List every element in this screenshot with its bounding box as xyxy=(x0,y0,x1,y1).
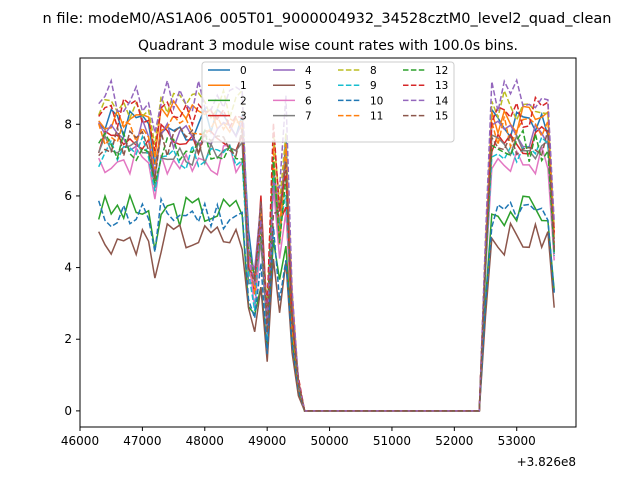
legend-label: 3 xyxy=(240,111,247,123)
legend-label: 15 xyxy=(435,111,448,123)
plot-frame xyxy=(79,57,577,428)
y-tick-label: 4 xyxy=(64,261,72,275)
legend-label: 6 xyxy=(305,95,312,107)
x-tick-label: 46000 xyxy=(61,434,99,448)
legend-label: 7 xyxy=(305,111,312,123)
legend-label: 14 xyxy=(435,95,449,107)
legend-label: 1 xyxy=(240,80,247,92)
y-tick-label: 2 xyxy=(64,332,72,346)
legend-box xyxy=(201,61,455,143)
legend-label: 0 xyxy=(240,65,247,77)
series-layer xyxy=(97,78,555,412)
series-line-15 xyxy=(98,125,555,412)
legend-label: 10 xyxy=(370,95,383,107)
chart-title: Quadrant 3 module wise count rates with … xyxy=(138,38,518,54)
legend-label: 4 xyxy=(305,65,312,77)
x-tick-label: 52000 xyxy=(435,434,473,448)
legend-label: 9 xyxy=(370,80,377,92)
y-tick-label: 8 xyxy=(64,117,72,131)
series-line-6 xyxy=(98,144,555,412)
chart-suptitle: n file: modeM0/AS1A06_005T01_9000004932_… xyxy=(43,11,612,27)
legend-label: 5 xyxy=(305,80,312,92)
y-axis: 0 2 4 6 8 xyxy=(64,117,80,418)
x-tick-label: 51000 xyxy=(373,434,411,448)
legend-label: 8 xyxy=(370,65,377,77)
series-line-13 xyxy=(98,95,555,412)
legend-label: 13 xyxy=(435,80,448,92)
x-offset-label: +3.826e8 xyxy=(517,455,576,469)
y-tick-label: 0 xyxy=(64,404,72,418)
series-line-9 xyxy=(98,134,555,412)
legend-label: 11 xyxy=(370,111,383,123)
x-tick-label: 50000 xyxy=(310,434,348,448)
x-tick-label: 49000 xyxy=(248,434,286,448)
legend-label: 12 xyxy=(435,65,448,77)
x-tick-label: 53000 xyxy=(498,434,536,448)
y-tick-label: 6 xyxy=(64,189,72,203)
x-tick-label: 47000 xyxy=(123,434,161,448)
x-axis: 46000 47000 48000 49000 50000 51000 52000 53000 xyxy=(61,427,536,448)
legend-label: 2 xyxy=(240,95,247,107)
x-tick-label: 48000 xyxy=(186,434,224,448)
series-line-8 xyxy=(98,87,555,412)
